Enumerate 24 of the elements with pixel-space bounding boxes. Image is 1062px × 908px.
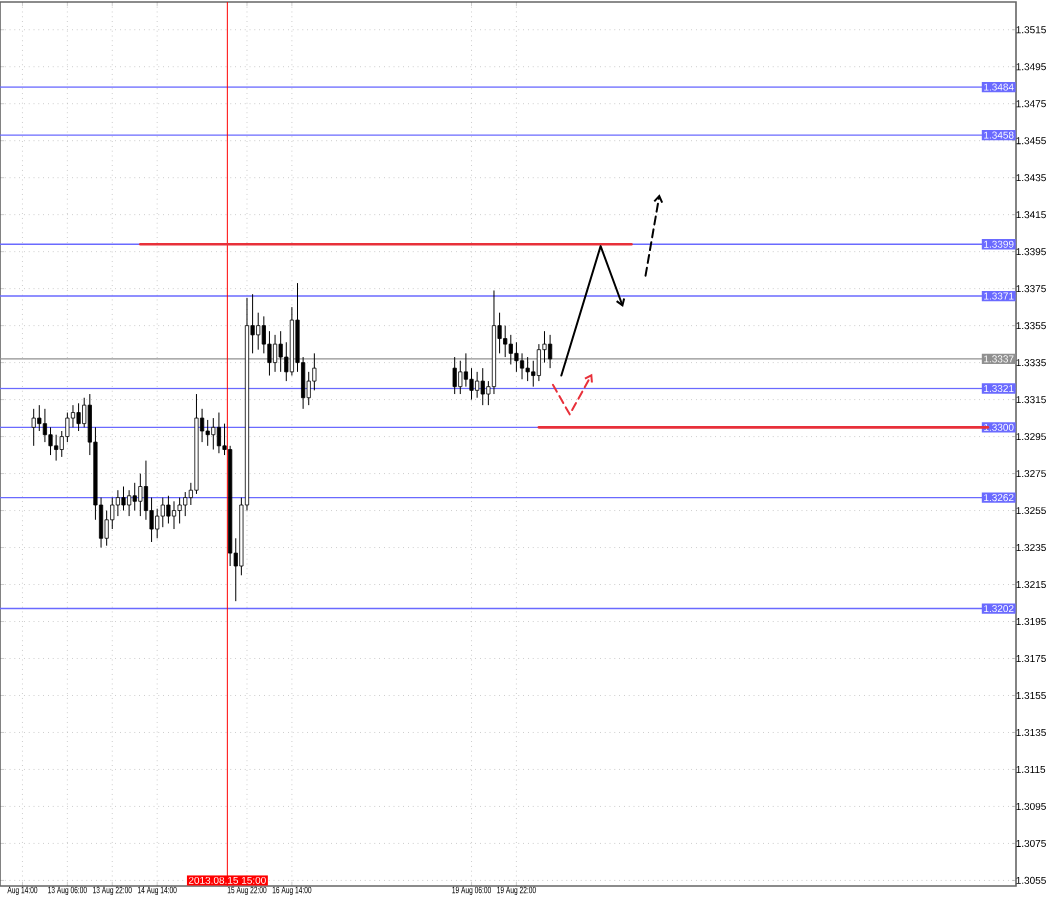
candlestick xyxy=(278,330,283,373)
candlestick xyxy=(121,486,126,512)
candlestick xyxy=(514,341,519,373)
candlestick xyxy=(475,371,480,399)
candlestick xyxy=(548,334,553,369)
candlestick xyxy=(272,334,278,373)
candlestick xyxy=(216,412,221,454)
candlestick xyxy=(132,482,137,512)
candlestick xyxy=(31,408,36,447)
candlestick xyxy=(452,356,457,395)
candlestick xyxy=(183,491,188,517)
candlestick xyxy=(166,495,171,524)
candlestick xyxy=(171,500,177,530)
candlestick xyxy=(458,360,463,395)
candlestick xyxy=(211,417,216,451)
candlestick xyxy=(525,356,530,382)
candlestick xyxy=(76,402,81,432)
candlestick xyxy=(54,434,59,462)
candlestick xyxy=(480,367,485,406)
candlestick xyxy=(138,473,143,517)
candlestick xyxy=(177,497,182,524)
candlestick xyxy=(508,334,513,365)
candlestick xyxy=(256,312,261,351)
candlestick xyxy=(127,489,132,517)
